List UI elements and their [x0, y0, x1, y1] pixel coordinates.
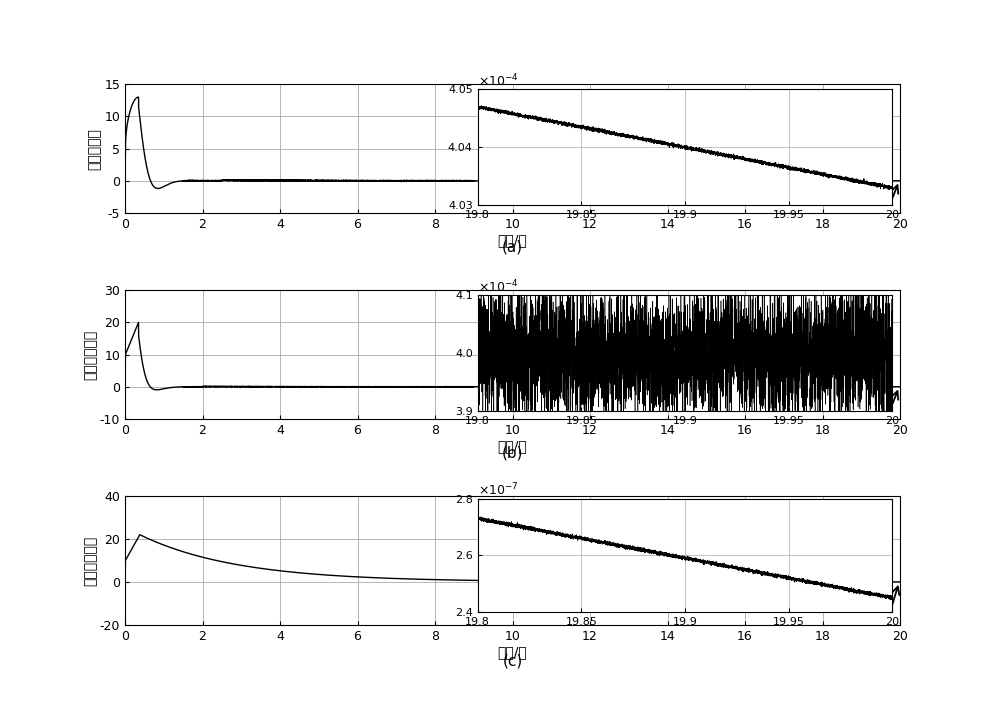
Y-axis label: 转子角频率: 转子角频率 [87, 128, 101, 169]
X-axis label: 时间/秒: 时间/秒 [498, 234, 527, 248]
X-axis label: 时间/秒: 时间/秒 [498, 439, 527, 453]
Text: (a): (a) [502, 239, 523, 255]
Y-axis label: 直轴定子电流: 直轴定子电流 [83, 536, 97, 585]
Text: (c): (c) [502, 654, 523, 669]
Text: (b): (b) [502, 446, 523, 461]
X-axis label: 时间/秒: 时间/秒 [498, 645, 527, 659]
Y-axis label: 交轴定子电流: 交轴定子电流 [83, 329, 97, 380]
